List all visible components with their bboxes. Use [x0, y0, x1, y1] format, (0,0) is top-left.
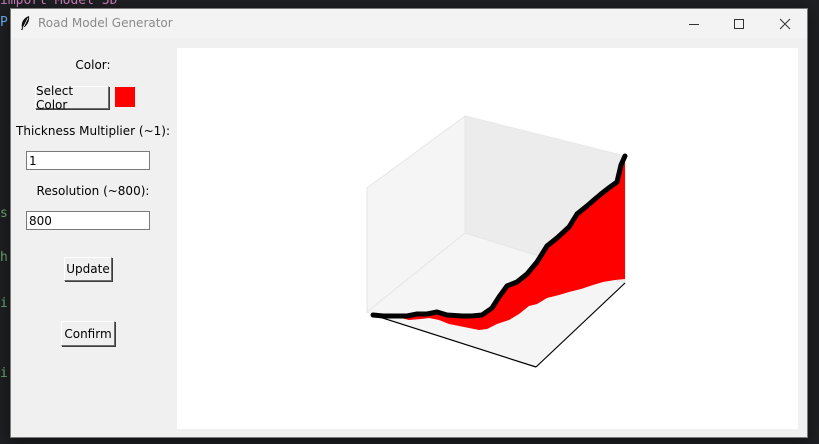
- resolution-input[interactable]: [26, 211, 150, 230]
- road-3d-plot: [177, 48, 798, 429]
- update-button[interactable]: Update: [64, 257, 112, 281]
- close-icon: [779, 18, 791, 30]
- app-window: Road Model Generator Color: Select Color…: [10, 8, 808, 438]
- thickness-input[interactable]: [26, 151, 150, 170]
- select-color-button[interactable]: Select Color: [35, 86, 109, 109]
- minimize-icon: [688, 18, 700, 30]
- background-margin-letter: s: [0, 206, 8, 221]
- close-button[interactable]: [762, 9, 808, 38]
- control-panel: Color: Select Color Thickness Multiplier…: [11, 38, 177, 438]
- background-margin-letter: i: [0, 366, 8, 381]
- feather-icon: [18, 15, 32, 31]
- minimize-button[interactable]: [671, 9, 717, 38]
- background-code-line-2: P: [0, 15, 8, 30]
- background-code-p: P: [0, 15, 8, 30]
- maximize-button[interactable]: [716, 9, 762, 38]
- background-code-line: import Model 3D: [0, 0, 117, 8]
- background-code: import Model 3D: [0, 0, 117, 8]
- color-label: Color:: [15, 58, 171, 72]
- confirm-button[interactable]: Confirm: [61, 321, 115, 346]
- resolution-label: Resolution (~800):: [15, 184, 171, 198]
- window-title: Road Model Generator: [38, 16, 173, 30]
- background-margin-letter: h: [0, 250, 8, 265]
- title-bar[interactable]: Road Model Generator: [11, 9, 807, 38]
- maximize-icon: [733, 18, 745, 30]
- thickness-label: Thickness Multiplier (~1):: [15, 124, 171, 138]
- background-margin-letter: i: [0, 296, 8, 311]
- plot-canvas[interactable]: [177, 48, 798, 429]
- color-swatch: [115, 87, 135, 107]
